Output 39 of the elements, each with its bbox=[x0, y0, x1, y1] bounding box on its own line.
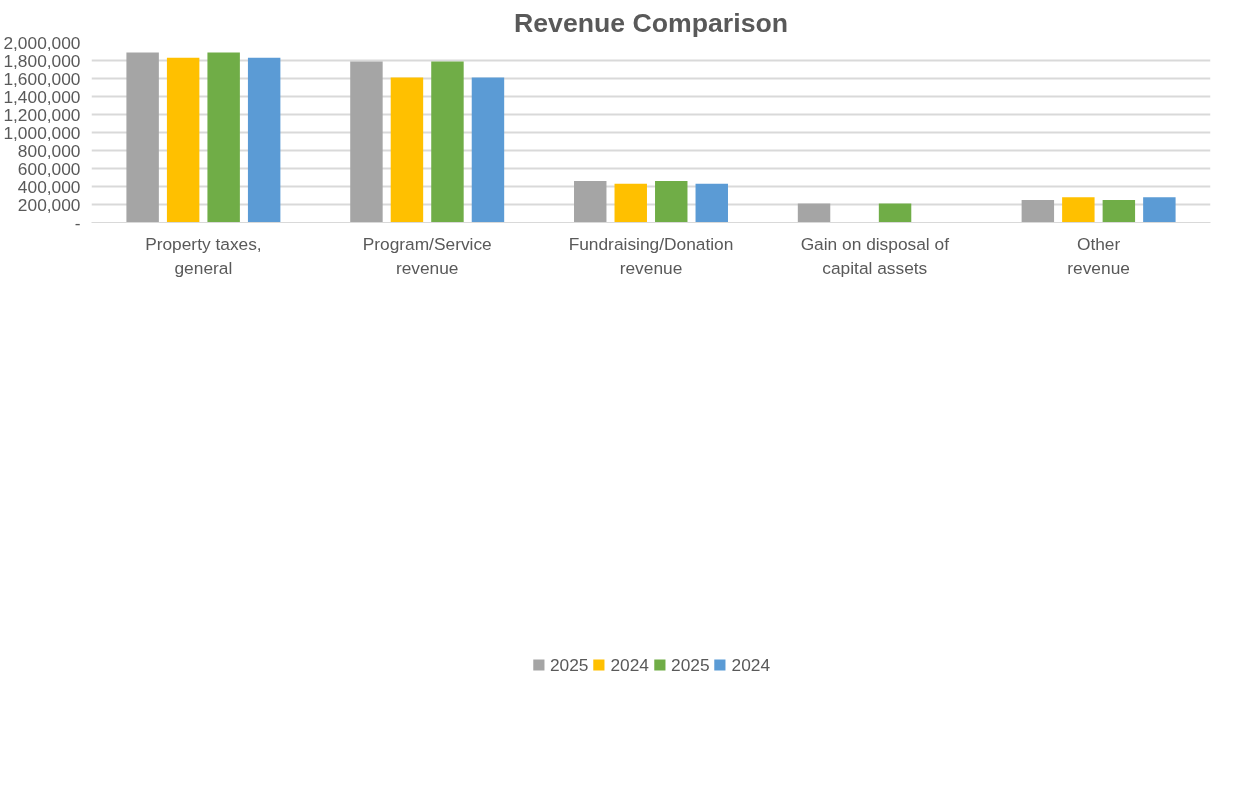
bar bbox=[350, 61, 383, 223]
y-tick-label: 600,000 bbox=[17, 158, 81, 179]
bar bbox=[695, 183, 728, 223]
legend-label: 2024 bbox=[731, 654, 771, 676]
y-tick-label: 1,600,000 bbox=[3, 68, 81, 89]
x-tick-label: Program/Service revenue bbox=[362, 233, 492, 278]
bar bbox=[574, 181, 607, 223]
y-tick-label: 1,000,000 bbox=[3, 122, 81, 143]
legend-label: 2024 bbox=[610, 654, 649, 676]
y-tick-label: 800,000 bbox=[17, 140, 81, 161]
bar bbox=[390, 77, 424, 223]
bar bbox=[1102, 200, 1136, 223]
bar bbox=[471, 77, 505, 223]
bar bbox=[207, 52, 240, 223]
legend-label: 2025 bbox=[671, 654, 710, 676]
bar bbox=[247, 57, 281, 223]
y-tick-label: 1,400,000 bbox=[3, 86, 81, 107]
x-tick-label: Gain on disposal of capital assets bbox=[800, 233, 950, 278]
bar bbox=[1143, 197, 1176, 223]
legend-label: 2025 bbox=[549, 654, 589, 676]
x-tick-label: Fundraising/Donation revenue bbox=[568, 233, 734, 278]
y-tick-label: 1,800,000 bbox=[3, 50, 81, 71]
bar bbox=[878, 203, 912, 223]
y-tick-label: 2,000,000 bbox=[3, 32, 81, 53]
bar bbox=[655, 181, 688, 223]
y-tick-label: 200,000 bbox=[17, 194, 81, 215]
bar bbox=[614, 183, 647, 223]
x-tick-label: Property taxes, general bbox=[145, 233, 262, 278]
bar bbox=[797, 203, 831, 223]
y-tick-label: - bbox=[74, 212, 81, 233]
bar bbox=[126, 52, 159, 223]
bar bbox=[166, 57, 200, 223]
y-tick-label: 1,200,000 bbox=[3, 104, 81, 125]
bar bbox=[431, 61, 464, 223]
x-tick-label: Other revenue bbox=[1067, 233, 1130, 278]
bar bbox=[1062, 197, 1095, 223]
chart-title: Revenue Comparison bbox=[513, 7, 789, 38]
y-tick-label: 400,000 bbox=[17, 176, 81, 197]
bar bbox=[1021, 200, 1055, 223]
